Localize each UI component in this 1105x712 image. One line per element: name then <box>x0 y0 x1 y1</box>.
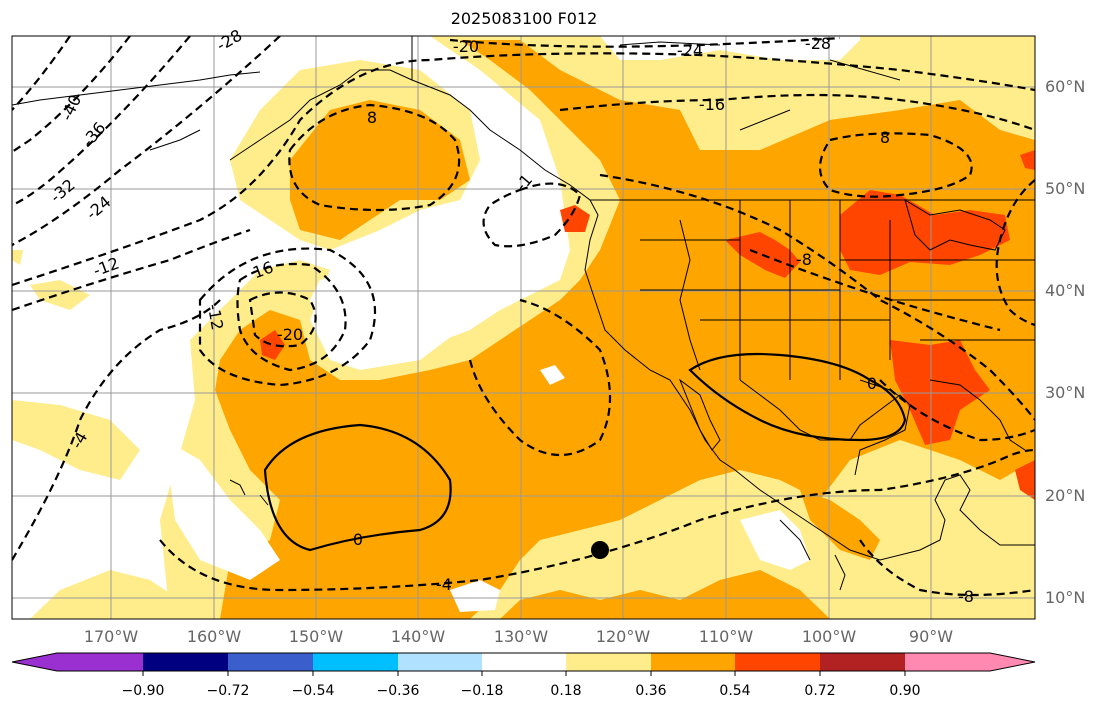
lon-label: 140°W <box>390 627 446 646</box>
colorbar-high-arrow <box>990 653 1035 671</box>
contour-label: -20 <box>277 325 303 344</box>
coastlines <box>12 36 1035 591</box>
lon-label: 90°W <box>908 627 954 646</box>
lon-label: 170°W <box>83 627 139 646</box>
contour-label: -28 <box>805 34 831 53</box>
colorbar-tick: −0.90 <box>121 683 165 699</box>
colorbar-tick: 0.18 <box>550 683 582 699</box>
contour-label: -20 <box>453 37 479 56</box>
lon-label: 160°W <box>186 627 242 646</box>
contour-label: 8 <box>367 108 377 127</box>
lat-label: 40°N <box>1045 281 1086 300</box>
colorbar-tick: 0.72 <box>804 683 836 699</box>
colorbar-outline <box>11 652 1036 672</box>
lon-label: 150°W <box>288 627 344 646</box>
lat-label: 10°N <box>1045 588 1086 607</box>
shading-white <box>12 36 860 612</box>
colorbar-low-arrow <box>12 653 57 671</box>
lat-label: 60°N <box>1045 77 1086 96</box>
lon-label: 120°W <box>595 627 651 646</box>
contour-label: -12 <box>204 303 227 332</box>
lon-label: 110°W <box>698 627 754 646</box>
colorbar-segment <box>313 653 398 671</box>
zero-contours <box>263 352 907 552</box>
contour-label: -8 <box>796 250 812 269</box>
colorbar-tick: −0.36 <box>376 683 420 699</box>
colorbar-segment <box>905 653 990 671</box>
colorbar-tick: −0.54 <box>291 683 335 699</box>
gridlines <box>12 36 1035 619</box>
colorbar-segment <box>228 653 313 671</box>
lat-label: 30°N <box>1045 383 1086 402</box>
colorbar-tick: −0.18 <box>460 683 504 699</box>
lat-label: 50°N <box>1045 179 1086 198</box>
colorbar <box>11 652 1036 676</box>
colorbar-tick: −0.72 <box>206 683 250 699</box>
contours <box>12 36 1035 597</box>
contour-label: 0 <box>867 374 877 393</box>
contour-label: 0 <box>353 530 363 549</box>
contour-label: -8 <box>958 587 974 606</box>
contour-label: -4 <box>436 575 452 594</box>
location-marker <box>591 541 609 559</box>
colorbar-segment <box>398 653 482 671</box>
colorbar-tick: 0.54 <box>719 683 751 699</box>
colorbar-segment <box>57 653 143 671</box>
colorbar-segment <box>566 653 651 671</box>
lon-label: 130°W <box>493 627 549 646</box>
colorbar-segment <box>482 653 566 671</box>
map-title: 2025083100 F012 <box>450 9 598 28</box>
colorbar-tick: 0.36 <box>635 683 667 699</box>
contour-label: 8 <box>880 128 890 147</box>
lon-label: 100°W <box>801 627 857 646</box>
lat-label: 20°N <box>1045 486 1086 505</box>
colorbar-segment <box>820 653 905 671</box>
colorbar-segment <box>143 653 228 671</box>
map-frame <box>11 35 1036 620</box>
shading-orange <box>215 40 1035 619</box>
colorbar-tick: 0.90 <box>889 683 921 699</box>
contour-label: -24 <box>677 41 703 60</box>
colorbar-segment <box>651 653 735 671</box>
contour-label: -16 <box>699 95 725 114</box>
colorbar-segment <box>735 653 820 671</box>
